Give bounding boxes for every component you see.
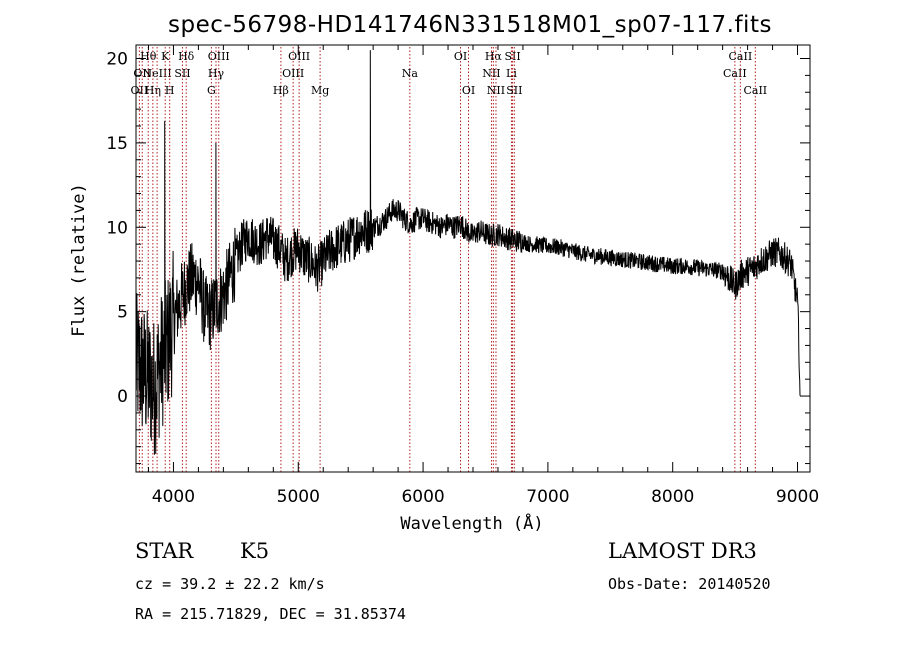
plot-frame xyxy=(135,44,811,473)
x-tick-label: 7000 xyxy=(526,487,569,507)
spectral-line-label: H xyxy=(165,84,175,97)
spectral-line-label: CaII xyxy=(743,84,767,97)
y-tick-label: 15 xyxy=(106,134,128,154)
spectral-line-label: Na xyxy=(402,67,419,80)
spectral-line-label: CaII xyxy=(729,50,753,63)
object-subclass: K5 xyxy=(240,539,270,563)
coordinates: RA = 215.71829, DEC = 31.85374 xyxy=(135,605,406,623)
spectral-line-label: SII xyxy=(174,67,190,80)
x-tick-label: 8000 xyxy=(651,487,694,507)
spectral-line-label: Hα xyxy=(485,50,503,63)
x-tick-label: 9000 xyxy=(776,487,819,507)
observation-date: Obs-Date: 20140520 xyxy=(608,575,771,593)
spectral-line-label: OIII xyxy=(208,50,230,63)
spectral-line-label: Hη xyxy=(145,84,161,97)
y-tick-label: 10 xyxy=(106,218,128,238)
spectral-line-label: OII xyxy=(131,84,149,97)
spectral-line-label: Hδ xyxy=(178,50,195,63)
spectral-line-label: OI xyxy=(462,84,475,97)
spectral-line-label: NeIII xyxy=(143,67,172,80)
spectral-line-label: SII xyxy=(506,84,522,97)
axes: 4000 5000 6000 7000 8000 9000 0 5 10 15 20 xyxy=(106,45,819,507)
spectral-line-label: OIII xyxy=(282,67,304,80)
y-tick-label: 5 xyxy=(117,303,128,323)
x-tick-label: 6000 xyxy=(401,487,444,507)
x-tick-label: 4000 xyxy=(152,487,195,507)
spectral-line-label: OII xyxy=(133,67,151,80)
spectral-line-label: NII xyxy=(487,84,505,97)
spectral-line-label: SII xyxy=(504,50,520,63)
y-tick-label: 0 xyxy=(117,387,128,407)
spectral-line-label: OIII xyxy=(288,50,310,63)
survey-name: LAMOST DR3 xyxy=(608,539,757,563)
spectral-line-label: Li xyxy=(506,67,517,80)
redshift-info: cz = 39.2 ± 22.2 km/s xyxy=(135,575,325,593)
flux-series-line xyxy=(135,50,801,455)
spectral-line-label: Hγ xyxy=(208,67,225,80)
spectral-line-label: OI xyxy=(454,50,467,63)
spectral-line-label: NII xyxy=(482,67,500,80)
spectrum-series xyxy=(135,50,801,455)
spectral-line-label: Hθ xyxy=(140,50,157,63)
y-tick-label: 20 xyxy=(106,50,128,70)
spectral-line-label: K xyxy=(161,50,170,63)
object-class: STAR xyxy=(135,539,194,563)
spectral-line-markers: OII OII Hθ Hη NeIII K H SII Hδ G Hγ OIII Hβ OIII OIII M… xyxy=(131,47,767,472)
y-axis-label: Flux (relative) xyxy=(69,183,89,337)
x-tick-label: 5000 xyxy=(277,487,320,507)
spectral-line-label: G xyxy=(207,84,216,97)
spectral-line-label: CaII xyxy=(723,67,747,80)
chart-title: spec-56798-HD141746N331518M01_sp07-117.f… xyxy=(168,12,772,38)
x-axis-label: Wavelength (Å) xyxy=(400,512,543,534)
spectral-line-label: Hβ xyxy=(273,84,289,97)
spectral-line-label: Mg xyxy=(311,84,329,97)
